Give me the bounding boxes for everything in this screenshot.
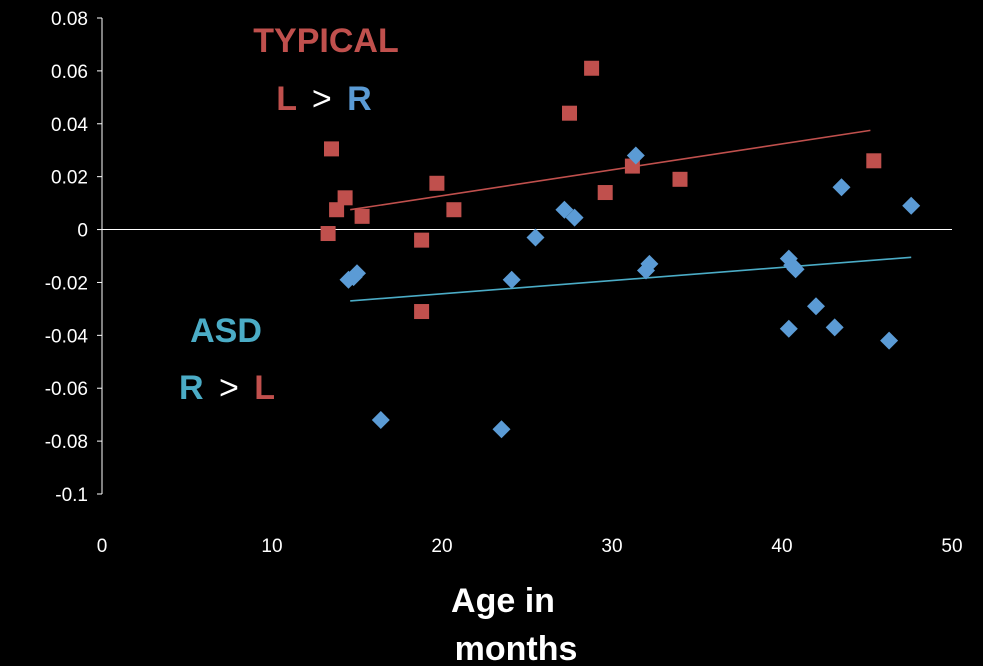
asd-data-point — [526, 228, 545, 247]
x-tick-label: 40 — [771, 536, 792, 557]
asd-operator: > — [219, 369, 239, 407]
asd-data-point — [626, 146, 645, 165]
x-tick-label: 20 — [431, 536, 452, 557]
asd-data-point — [371, 410, 390, 429]
y-tick-label: -0.06 — [45, 379, 88, 400]
typical-data-point — [584, 60, 600, 76]
asd-data-point — [786, 260, 805, 279]
data-points — [320, 60, 921, 439]
asd-trendline — [350, 256, 912, 302]
typical-operator: > — [312, 80, 332, 118]
asd-data-point — [348, 264, 366, 283]
x-axis: 0 10 20 30 40 50 — [97, 229, 963, 557]
typical-data-point — [866, 153, 882, 169]
x-tick-label: 30 — [601, 536, 622, 557]
asd-data-point — [492, 420, 511, 439]
asd-data-point — [902, 196, 921, 215]
y-tick-label: 0.02 — [51, 168, 88, 189]
x-tick-label: 0 — [97, 536, 108, 557]
asd-data-point — [880, 331, 899, 350]
y-tick-label: 0 — [77, 221, 88, 242]
typical-left-label: L — [276, 80, 296, 118]
typical-data-point — [562, 105, 577, 121]
asd-title: ASD — [190, 312, 262, 350]
trendlines — [350, 129, 912, 302]
y-tick-label: 0.08 — [51, 9, 88, 30]
typical-data-point — [354, 208, 370, 224]
asd-data-point — [807, 297, 825, 316]
typical-data-point — [429, 175, 445, 191]
asd-data-point — [832, 178, 851, 197]
x-axis-label-line1: Age in — [451, 582, 555, 620]
asd-left-label: R — [179, 369, 204, 407]
typical-trendline — [350, 129, 871, 211]
asd-data-point — [555, 200, 574, 219]
typical-data-point — [446, 202, 462, 218]
asd-data-point — [640, 254, 659, 273]
asd-data-point — [502, 270, 521, 289]
y-tick-label: -0.1 — [55, 485, 88, 506]
y-tick-label: 0.06 — [51, 62, 88, 83]
y-tick-label: -0.04 — [45, 326, 89, 347]
asd-right-label: L — [254, 369, 275, 407]
asd-relation: R > L — [179, 369, 275, 407]
typical-relation: L > R — [276, 80, 371, 118]
typical-data-point — [329, 202, 345, 218]
x-tick-label: 50 — [941, 536, 962, 557]
typical-data-point — [337, 190, 353, 206]
y-tick-label: -0.02 — [45, 273, 88, 294]
typical-data-point — [414, 304, 430, 320]
typical-data-point — [672, 171, 688, 187]
typical-data-point — [320, 226, 336, 242]
asd-data-point — [779, 319, 798, 338]
typical-data-point — [414, 232, 430, 248]
asd-data-point — [565, 208, 584, 227]
x-axis-label-line2: months — [455, 630, 578, 666]
y-tick-label: 0.04 — [51, 115, 88, 136]
y-axis: 0.08 0.06 0.04 0.02 0 -0.02 -0.04 -0.06 -0.08 -0.… — [45, 9, 103, 506]
typical-title: TYPICAL — [253, 22, 398, 60]
typical-right-label: R — [347, 80, 372, 118]
typical-data-point — [324, 141, 339, 157]
asd-data-point — [825, 318, 844, 337]
x-tick-label: 10 — [261, 536, 282, 557]
y-tick-label: -0.08 — [45, 432, 88, 453]
typical-data-point — [597, 185, 613, 201]
